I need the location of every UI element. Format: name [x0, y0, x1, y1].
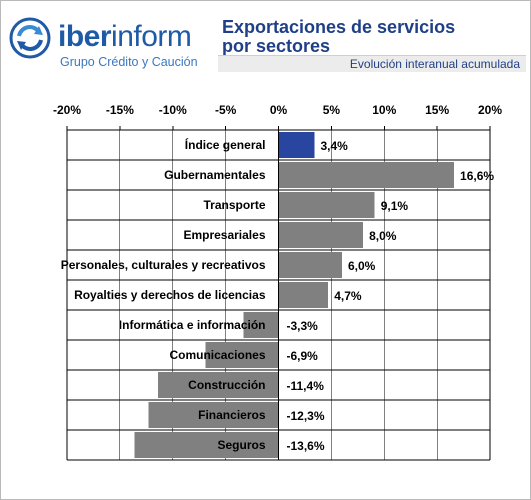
bar-7 — [205, 342, 279, 368]
bar-9 — [148, 402, 279, 428]
bar-5 — [278, 282, 329, 308]
value-label-6: -3,3% — [287, 319, 319, 333]
x-tick-label-3: -5% — [215, 103, 237, 117]
x-tick-label-7: 15% — [425, 103, 449, 117]
category-label-7: Comunicaciones — [169, 348, 265, 362]
category-label-5: Royalties y derechos de licencias — [74, 288, 266, 302]
category-label-10: Seguros — [217, 438, 265, 452]
chart-title-line-1: Exportaciones de servicios — [222, 17, 456, 37]
chart-subtitle: Evolución interanual acumulada — [349, 57, 520, 71]
bar-1 — [278, 162, 455, 188]
value-label-4: 6,0% — [348, 259, 376, 273]
bar-0 — [278, 132, 315, 158]
x-tick-label-4: 0% — [270, 103, 288, 117]
brand-tagline: Grupo Crédito y Caución — [60, 55, 198, 69]
x-tick-label-5: 5% — [323, 103, 341, 117]
bar-3 — [278, 222, 364, 248]
subtitle-bar: Evolución interanual acumulada — [218, 55, 526, 72]
brand-name-bold: iber — [58, 20, 112, 53]
chart-title-line-2: por sectores — [222, 36, 331, 56]
x-tick-label-0: -20% — [53, 103, 81, 117]
category-label-6: Informática e información — [119, 318, 266, 332]
value-label-2: 9,1% — [381, 199, 409, 213]
value-label-8: -11,4% — [287, 379, 325, 393]
bar-10 — [134, 432, 279, 458]
bar-6 — [243, 312, 279, 338]
value-label-1: 16,6% — [460, 169, 494, 183]
category-label-9: Financieros — [198, 408, 266, 422]
value-label-3: 8,0% — [369, 229, 397, 243]
value-label-9: -12,3% — [287, 409, 325, 423]
value-label-5: 4,7% — [334, 289, 362, 303]
category-label-1: Gubernamentales — [164, 168, 266, 182]
value-label-0: 3,4% — [320, 139, 348, 153]
bar-4 — [278, 252, 342, 278]
brand-name-light: inform — [111, 20, 192, 53]
brand-name: iberinform — [58, 20, 192, 54]
category-label-0: Índice general — [185, 137, 266, 152]
category-label-2: Transporte — [203, 198, 265, 212]
x-tick-label-2: -10% — [159, 103, 187, 117]
value-label-7: -6,9% — [287, 349, 319, 363]
x-tick-label-6: 10% — [372, 103, 396, 117]
x-tick-label-1: -15% — [106, 103, 134, 117]
category-label-8: Construcción — [188, 378, 265, 392]
brand-logo: iberinform Grupo Crédito y Caución — [8, 12, 208, 74]
bar-2 — [278, 192, 375, 218]
circular-arrows-icon — [9, 17, 51, 59]
bar-8 — [157, 372, 279, 398]
chart-title: Exportaciones de servicios por sectores — [222, 18, 502, 56]
category-label-4: Personales, culturales y recreativos — [61, 258, 266, 272]
value-label-10: -13,6% — [287, 439, 325, 453]
x-tick-label-8: 20% — [478, 103, 502, 117]
category-label-3: Empresariales — [183, 228, 265, 242]
